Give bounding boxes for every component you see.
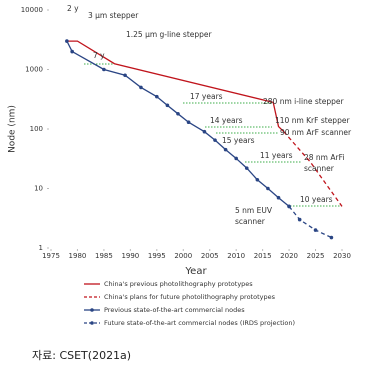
- legend-label: China's plans for future photolithograph…: [104, 293, 276, 301]
- point: [65, 39, 69, 43]
- x-tick-label: 1975: [42, 252, 60, 260]
- annotation: scanner: [304, 164, 335, 173]
- point: [266, 186, 270, 191]
- x-tick-label: 2010: [227, 252, 245, 260]
- x-tick-label: 2025: [307, 252, 325, 260]
- point: [329, 235, 334, 240]
- x-tick-label: 2015: [254, 252, 272, 260]
- annotation: 28 nm ArFi: [304, 153, 344, 162]
- annotation: 5 nm EUV: [235, 206, 273, 215]
- point: [186, 120, 191, 125]
- point: [176, 112, 180, 116]
- annotation: 14 years: [210, 116, 243, 125]
- annotation: scanner: [235, 217, 266, 226]
- series-line: [288, 206, 332, 239]
- legend-label: China's previous photolithography protot…: [104, 280, 253, 288]
- annotation: 11 years: [260, 151, 293, 160]
- point: [255, 178, 260, 182]
- y-tick-label: 100: [30, 125, 43, 133]
- point: [313, 228, 318, 232]
- annotation: 90 nm ArF scanner: [280, 128, 352, 137]
- x-tick-label: 2005: [201, 252, 219, 260]
- annotation: 2 y: [67, 4, 79, 13]
- y-tick-label: 1: [39, 244, 43, 252]
- point: [155, 94, 159, 99]
- gap-lines: [84, 63, 342, 207]
- annotation: 3 μm stepper: [88, 11, 139, 20]
- point: [123, 73, 127, 78]
- point: [223, 147, 228, 152]
- source: 자료: CSET(2021a): [32, 349, 131, 362]
- x-tick-label: 2020: [280, 252, 298, 260]
- legend-marker: [90, 308, 94, 312]
- legend-marker: [90, 321, 94, 325]
- x-tick-label: 2000: [174, 252, 192, 260]
- point: [202, 129, 207, 134]
- x-tick-label: 1980: [69, 252, 87, 260]
- legend-label: Future state-of-the-art commercial nodes…: [104, 319, 295, 327]
- annotation: 1.25 μm g-line stepper: [126, 30, 213, 39]
- point: [70, 49, 74, 54]
- annotation: 10 years: [300, 195, 333, 204]
- series-line: [66, 40, 290, 207]
- y-tick-label: 1000: [25, 66, 43, 74]
- point: [165, 103, 170, 108]
- annotation: 110 nm KrF stepper: [275, 116, 350, 125]
- x-tick-label: 1995: [148, 252, 166, 260]
- x-tick-label: 1985: [95, 252, 113, 260]
- point: [244, 166, 249, 170]
- annotation: 17 years: [190, 92, 223, 101]
- point: [287, 204, 291, 209]
- legend-label: Previous state-of-the-art commercial nod…: [104, 306, 245, 314]
- point: [297, 217, 302, 222]
- point: [234, 156, 238, 161]
- series-line: [66, 40, 285, 133]
- annotation: 7 y: [93, 51, 105, 60]
- x-tick-label: 2030: [333, 252, 351, 260]
- point: [139, 85, 143, 90]
- y-tick-label: 10: [34, 185, 43, 193]
- point: [213, 138, 217, 142]
- annotation: 280 nm i-line stepper: [263, 97, 344, 106]
- x-axis-label: Year: [184, 266, 207, 277]
- y-tick-label: 10000: [21, 6, 43, 14]
- x-tick-label: 1990: [121, 252, 139, 260]
- y-axis-label: Node (nm): [8, 105, 18, 153]
- point: [276, 195, 281, 200]
- annotation: 15 years: [222, 136, 255, 145]
- point: [102, 67, 106, 72]
